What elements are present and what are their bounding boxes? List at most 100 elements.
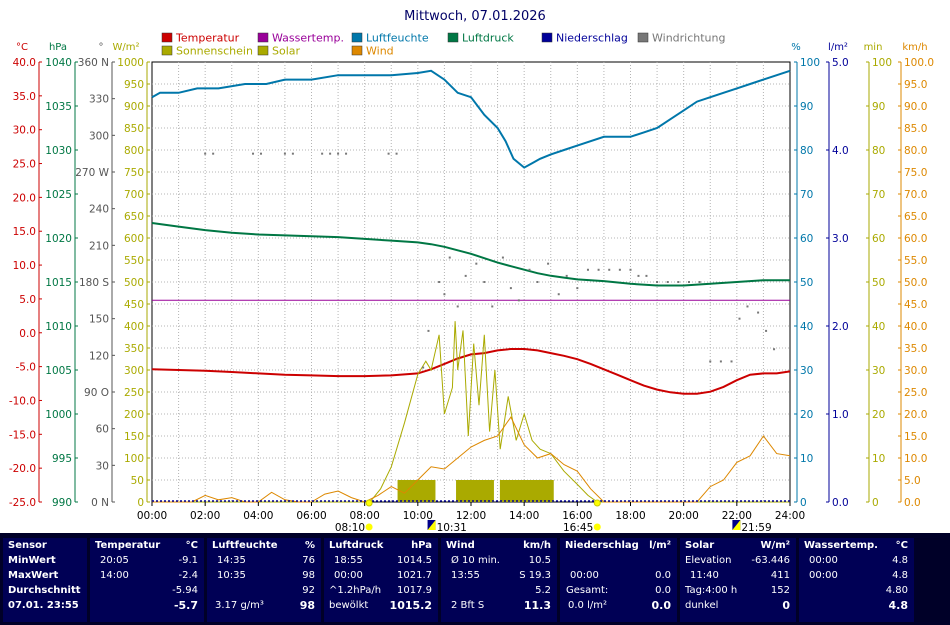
y-tick-label-temp: -15.0 [9,429,36,441]
sunshine-bar [408,480,415,502]
summary-temperature: Temperatur °C 20:05 -9.1 14:00 -2.4 -5.94 -… [90,538,204,622]
series-point-windrichtung [597,268,600,271]
series-point-windrichtung [387,152,390,155]
solar-current: 0 [782,599,790,612]
solar-state: dunkel [685,600,719,611]
precip-rate: 0.0 l/m² [568,600,607,611]
summary-sensor-column: Sensor MinWert MaxWert Durchschnitt 07.0… [3,538,87,622]
y-tick-label-solar: 850 [124,123,144,135]
solar-title: Solar [685,540,715,551]
series-point-windrichtung [645,274,648,277]
y-tick-label-solar: 500 [124,277,144,289]
water-current: 4.8 [888,599,909,612]
sunshine-bar [477,480,484,502]
chart-axes: °C 40.0 35.0 30.0 25.0 20.0 15.0 10.0 5.0 0.0 -5.0… [9,42,934,509]
y-tick-label-sunshine: 70 [872,189,885,201]
series-point-windrichtung [765,329,768,332]
y-tick-label-solar: 750 [124,167,144,179]
y-tick-label-temp: 20.0 [13,192,36,204]
humidity-min-time: 14:35 [217,555,246,566]
water-unit: °C [895,540,908,551]
y-tick-label-humidity: 50 [800,277,813,289]
series-point-windrichtung [443,293,446,296]
legend-label: Windrichtung [652,32,725,45]
legend-swatch [257,32,269,43]
y-tick-label-pressure: 1035 [45,101,72,113]
y-tick-label-precip: 1.0 [832,409,849,421]
y-tick-label-wind: 65.0 [904,211,927,223]
series-point-windrichtung [456,305,459,308]
series-point-windrichtung [528,268,531,271]
sunshine-bar [499,480,506,502]
row-label-avg: Durchschnitt [8,585,81,596]
moon-phase-icon [732,520,741,530]
y-axis-unit-solar: W/m² [112,42,139,53]
sunshine-bar [515,480,522,502]
precip-current: 0.0 [651,599,672,612]
temperature-title: Temperatur [95,540,161,551]
legend-swatch [541,32,553,43]
x-tick-label: 04:00 [243,510,273,522]
y-tick-label-temp: 40.0 [13,57,36,69]
pressure-current: 1015.2 [389,599,432,612]
series-point-windrichtung [448,256,451,259]
moon-time-label: 10:31 [437,522,467,533]
y-tick-label-temp: -5.0 [16,362,37,374]
y-tick-label-sunshine: 90 [872,101,885,113]
series-point-windrichtung [438,281,441,283]
series-point-windrichtung [337,152,340,155]
y-tick-label-wind: 0.0 [904,497,921,509]
sunshine-bar [402,480,409,502]
humidity-absolute: 3.17 g/m³ [215,600,264,611]
y-tick-label-direction: 270 W [75,167,109,179]
y-tick-label-solar: 650 [124,211,144,223]
humidity-max: 98 [302,570,315,581]
chart-title: Mittwoch, 07.01.2026 [404,9,546,24]
legend-label: Wind [366,45,394,58]
y-tick-label-humidity: 90 [800,101,813,113]
wind-unit: km/h [523,540,551,551]
solar-avg: 152 [770,585,790,596]
legend-swatch [351,32,363,43]
series-line-wind [152,416,791,503]
series-point-windrichtung [464,274,467,277]
solar-max-time: 11:40 [690,570,719,581]
y-tick-label-direction: 330 [89,94,109,106]
legend-swatch [351,45,363,56]
precip-title: Niederschlag [565,540,639,551]
sunshine-bar [531,480,538,502]
row-label-current: 07.01. 23:55 [8,600,79,611]
y-tick-label-solar: 1000 [117,57,144,69]
y-tick-label-pressure: 1000 [45,409,72,421]
y-axis-unit-temp: °C [16,42,28,53]
wind-max-time: 13:55 [451,570,480,581]
temperature-current: -5.7 [173,599,198,612]
pressure-title: Luftdruck [329,540,384,551]
sunshine-bar [526,480,533,502]
humidity-max-time: 10:35 [217,570,246,581]
water-avg: 4.80 [885,585,908,596]
sunshine-bar [537,480,544,502]
legend-label: Sonnenschein [176,45,253,58]
y-tick-label-solar: 350 [124,343,144,355]
precip-total-label: Gesamt: [566,585,609,596]
temperature-max-time: 14:00 [100,570,129,581]
temperature-avg: -5.94 [172,585,198,596]
y-tick-label-pressure: 1015 [45,277,72,289]
row-label-sensor: Sensor [8,540,47,551]
series-point-windrichtung [517,299,520,302]
y-tick-label-precip: 5.0 [832,57,849,69]
solar-max: 411 [770,570,790,581]
sunshine-bar [424,480,431,502]
sunshine-bar [466,480,473,502]
series-point-windrichtung [746,305,749,308]
y-tick-label-wind: 80.0 [904,145,927,157]
y-tick-label-wind: 35.0 [904,343,927,355]
series-point-windrichtung [730,360,733,363]
series-point-windrichtung [565,274,568,277]
y-tick-label-direction: 360 N [78,57,109,69]
y-tick-label-temp: -25.0 [9,497,36,509]
y-axis-unit-pressure: hPa [49,42,67,53]
legend-label: Solar [272,45,301,58]
series-point-windrichtung [475,262,478,265]
